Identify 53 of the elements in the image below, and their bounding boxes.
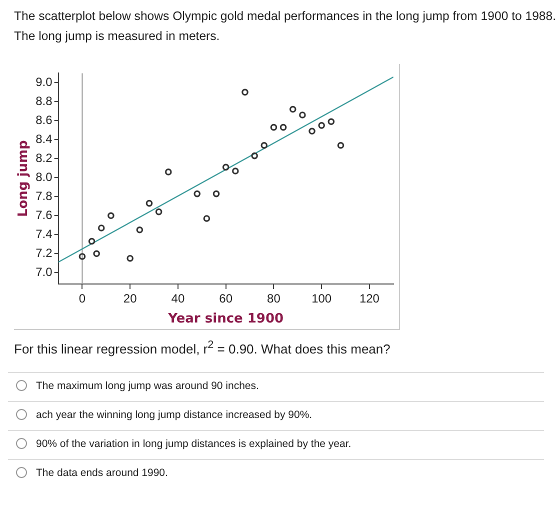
point: [337, 142, 344, 149]
y-tick-label: 8.4: [36, 132, 53, 146]
chart-title: The scatterplot below shows Olympic gold medal performances in the long jump from 1900 to 1988.: [14, 8, 558, 25]
point: [88, 238, 96, 245]
point: [108, 212, 114, 220]
point: [251, 152, 258, 160]
y-tick-label: 7.8: [36, 188, 53, 203]
point: [93, 250, 100, 258]
y-axis-title: Long jump: [16, 140, 32, 218]
text: The data ends around 1990.: [36, 467, 168, 479]
x-tick-label: 0: [78, 292, 86, 306]
x-axis-title: Year since 1900: [167, 312, 284, 327]
y-tick-label: 7.2: [36, 246, 53, 260]
y-tick-label: 8.8: [36, 94, 53, 108]
point: [222, 164, 230, 171]
point: [212, 190, 220, 198]
point: [232, 168, 239, 174]
point: [328, 118, 335, 126]
y-tick-label: 7.0: [36, 264, 53, 279]
y-tick-label: 9.0: [36, 75, 53, 90]
point: [289, 106, 296, 113]
y-tick-label: 8.2: [36, 150, 53, 165]
point: [203, 215, 210, 222]
text: 90% of the variation in long jump distances is explained by the year.: [36, 438, 352, 450]
point: [194, 190, 201, 198]
point: [136, 226, 144, 234]
x-tick-label: 80: [267, 292, 281, 306]
point: [98, 224, 105, 232]
point: [78, 253, 86, 260]
point: [155, 208, 162, 216]
point: [242, 88, 248, 96]
point: [299, 112, 306, 118]
x-tick-label: 100: [312, 292, 332, 306]
point: [260, 142, 268, 149]
y-tick-label: 8.6: [36, 112, 53, 127]
chart-subtitle: The long jump is measured in meters.: [14, 28, 221, 45]
point: [318, 122, 325, 129]
point: [164, 168, 172, 176]
text: ach year the winning long jump distance increased by 90%.: [36, 409, 312, 421]
point: [308, 128, 316, 135]
x-tick-label: 60: [219, 292, 233, 306]
text: The maximum long jump was around 90 inches.: [36, 380, 259, 392]
y-tick-label: 8.0: [36, 170, 53, 184]
x-tick-label: 120: [359, 292, 380, 306]
y-tick-label: 7.6: [36, 208, 53, 222]
point: [280, 124, 287, 131]
x-tick-label: 40: [171, 292, 185, 306]
point: [270, 124, 278, 131]
y-tick-label: 7.4: [36, 226, 53, 241]
x-tick-label: 20: [123, 292, 138, 306]
point: [126, 254, 134, 262]
text: For this linear regression model, r$^{2}$ = 0.90. What does this mean?: [14, 339, 390, 356]
point: [146, 200, 153, 207]
